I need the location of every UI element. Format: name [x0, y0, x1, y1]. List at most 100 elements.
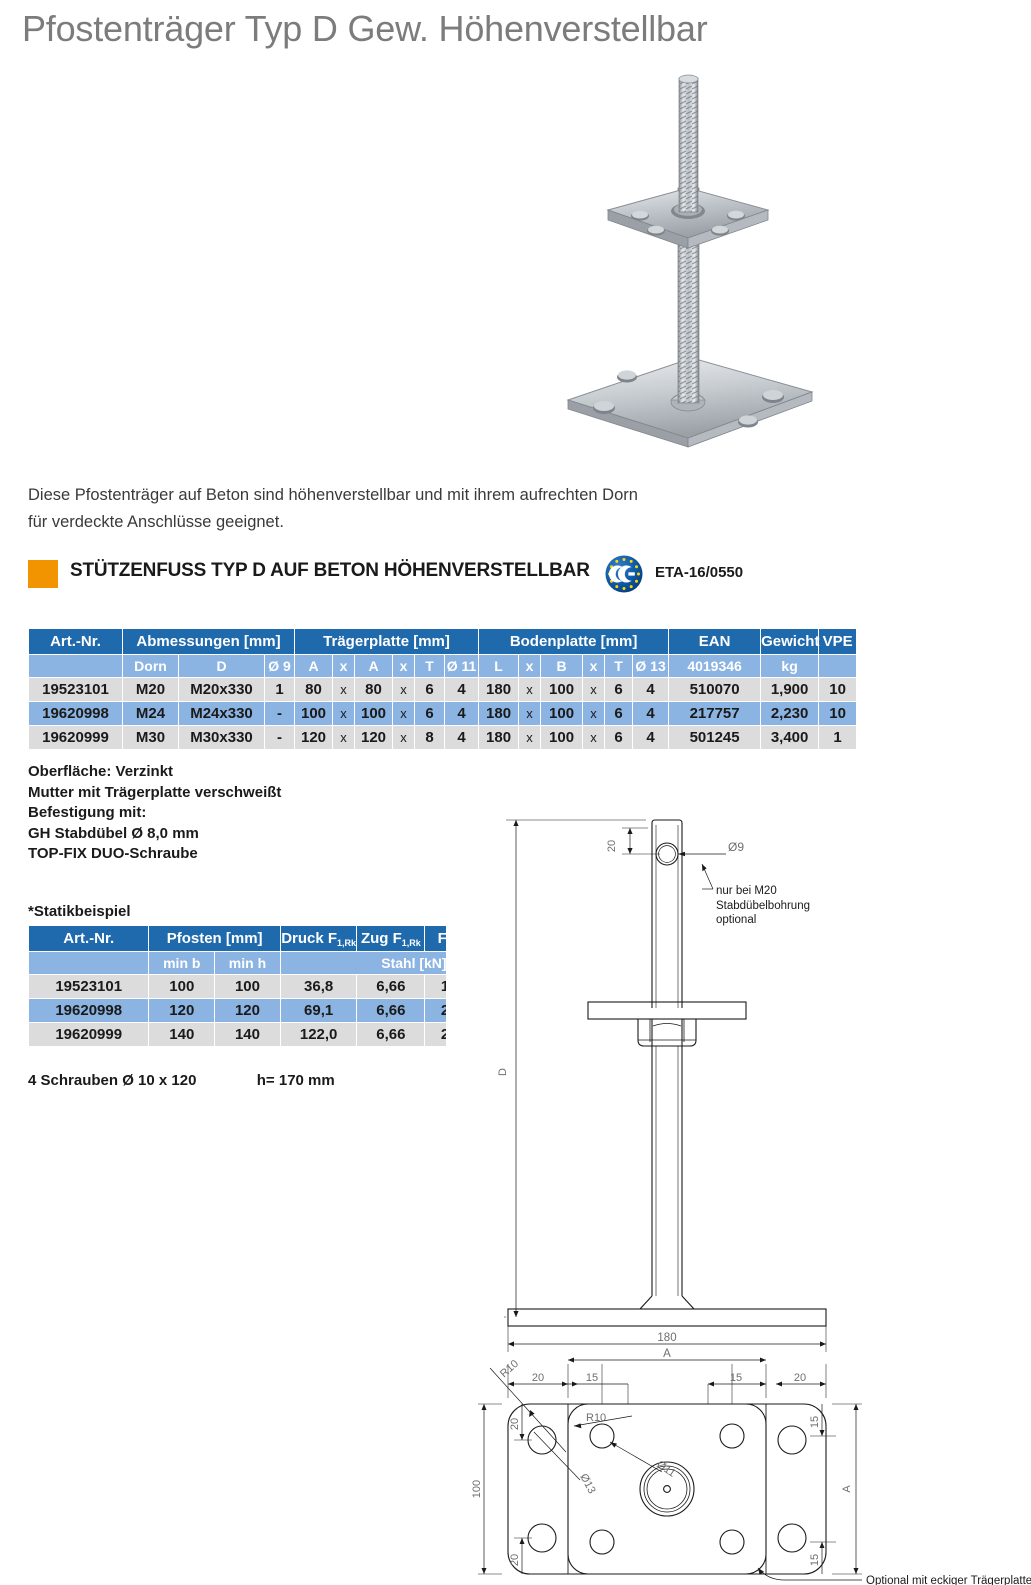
statik-cell-r2-c4: 6,66	[356, 1022, 426, 1047]
main-cell-r1-c6: 100	[354, 701, 394, 726]
dim-r10-inner: R10	[586, 1412, 606, 1424]
main-cell-r1-c14: 6	[604, 701, 634, 726]
main-cell-r1-c11: x	[518, 701, 542, 726]
technical-drawing: 20 Ø9 D 180 A 20 15 15 20 R10 R10 100 20…	[470, 812, 1031, 1585]
statik-sub-header-row: min b min h Stahl [kN]	[28, 951, 446, 975]
statik-cell-r1-c0: 19620998	[28, 998, 150, 1023]
statik-cell-r2-c2: 140	[214, 1022, 281, 1047]
dim-20-top: 20	[606, 840, 618, 852]
footnote-height: h= 170 mm	[256, 1072, 335, 1089]
main-cell-r2-c17: 3,400	[760, 725, 820, 750]
main-cell-r2-c11: x	[518, 725, 542, 750]
note-m20-line1: nur bei M20	[716, 885, 777, 897]
statik-cell-r0-c4: 6,66	[356, 974, 426, 999]
main-cell-r2-c10: 180	[478, 725, 520, 750]
main-cell-r2-c2: M30x330	[178, 725, 265, 750]
main-cell-r2-c0: 19620999	[28, 725, 123, 750]
main-cell-r0-c18: 10	[818, 677, 858, 702]
statik-subcol-2: min h	[214, 951, 281, 975]
dim-15-right: 15	[730, 1372, 742, 1384]
statik-col-group-4: F2/3,Rk	[424, 925, 446, 952]
statik-cell-r1-c5: 2,34	[424, 998, 446, 1023]
statik-cell-r1-c4: 6,66	[356, 998, 426, 1023]
statik-col-group-3: Zug F1,Rk	[356, 925, 426, 952]
main-subcol-2: D	[178, 654, 265, 678]
main-cell-r2-c5: x	[332, 725, 356, 750]
main-cell-r1-c13: x	[582, 701, 606, 726]
note-dowel: GH Stabdübel Ø 8,0 mm	[28, 824, 199, 842]
main-subcol-6: A	[354, 654, 394, 678]
main-cell-r1-c12: 100	[540, 701, 584, 726]
note-optional-square-plate: Optional mit eckiger Trägerplatte	[866, 1575, 1031, 1585]
statik-col-group-1: Pfosten [mm]	[148, 925, 281, 952]
note-m20-line3: optional	[716, 914, 756, 926]
statik-cell-r0-c1: 100	[148, 974, 216, 999]
main-cell-r0-c5: x	[332, 677, 356, 702]
main-subcol-17: kg	[760, 654, 820, 678]
statik-col-group-0: Art.-Nr.	[28, 925, 150, 952]
statik-cell-r2-c0: 19620999	[28, 1022, 150, 1047]
main-cell-r2-c13: x	[582, 725, 606, 750]
main-col-group-6: VPE	[818, 628, 858, 655]
note-m20-line2: Stabdübelbohrung	[716, 900, 810, 912]
main-cell-r0-c15: 4	[632, 677, 670, 702]
main-cell-r0-c2: M20x330	[178, 677, 265, 702]
table-row: 19620998 M24 M24x330-100 x 100 x 6 4 180 x 100 x 6 4 2…	[28, 701, 858, 726]
dim-20-left: 20	[532, 1372, 544, 1384]
main-cell-r2-c7: x	[392, 725, 416, 750]
dim-20-lower: 20	[509, 1554, 521, 1566]
main-cell-r1-c15: 4	[632, 701, 670, 726]
main-cell-r2-c3: -	[263, 725, 296, 750]
main-cell-r2-c12: 100	[540, 725, 584, 750]
main-subcol-0	[28, 654, 123, 678]
ce-marking-icon	[600, 550, 648, 603]
intro-paragraph: Diese Pfostenträger auf Beton sind höhen…	[28, 482, 728, 536]
main-cell-r1-c10: 180	[478, 701, 520, 726]
main-cell-r2-c16: 501245	[668, 725, 762, 750]
main-cell-r1-c0: 19620998	[28, 701, 123, 726]
main-col-group-1: Abmessungen [mm]	[121, 628, 296, 655]
main-subcol-1: Dorn	[122, 654, 179, 678]
main-subcol-15: Ø 13	[632, 654, 670, 678]
note-surface: Oberfläche: Verzinkt	[28, 763, 174, 780]
section-title: STÜTZENFUSS TYP D AUF BETON HÖHENVERSTEL…	[70, 560, 590, 581]
main-col-group-4: EAN	[668, 628, 762, 655]
main-cell-r1-c1: M24	[122, 701, 179, 726]
note-screw: TOP-FIX DUO-Schraube	[28, 845, 198, 862]
main-cell-r0-c10: 180	[478, 677, 520, 702]
dim-r10-outer: R10	[498, 1358, 521, 1380]
main-cell-r0-c4: 80	[294, 677, 334, 702]
main-subcol-18	[818, 654, 858, 678]
main-cell-r0-c9: 4	[444, 677, 480, 702]
main-cell-r0-c1: M20	[122, 677, 179, 702]
main-cell-r0-c7: x	[392, 677, 416, 702]
main-subcol-12: B	[540, 654, 584, 678]
main-cell-r1-c3: -	[263, 701, 296, 726]
dim-180: 180	[657, 1332, 676, 1344]
main-subcol-5: x	[332, 654, 356, 678]
main-cell-r2-c15: 4	[632, 725, 670, 750]
main-subcol-4: A	[294, 654, 334, 678]
dim-100: 100	[471, 1480, 483, 1498]
section-heading: STÜTZENFUSS TYP D AUF BETON HÖHENVERSTEL…	[28, 555, 808, 594]
main-col-group-5: Gewicht	[760, 628, 819, 655]
orange-swatch	[28, 560, 58, 588]
main-subcol-3: Ø 9	[263, 654, 296, 678]
table-row: 19620999 M30 M30x330-120 x 120 x 8 4 180 x 100 x 6 4 5…	[28, 725, 858, 750]
main-cell-r0-c14: 6	[604, 677, 634, 702]
dim-20-right: 20	[794, 1372, 806, 1384]
main-cell-r1-c7: x	[392, 701, 416, 726]
dim-15-left: 15	[586, 1372, 598, 1384]
statik-table-clipped-viewport: Art.-Nr. Pfosten [mm] Druck F1,Rk Zug F1,Rk…	[28, 925, 446, 1065]
dim-15-upper: 15	[809, 1416, 821, 1428]
statik-cell-r2-c5: 2,61	[424, 1022, 446, 1047]
main-subcol-9: Ø 11	[444, 654, 480, 678]
statik-cell-r2-c3: 122,0	[279, 1022, 358, 1047]
main-cell-r2-c6: 120	[354, 725, 394, 750]
statik-subcol-0	[28, 951, 150, 975]
statik-cell-r2-c1: 140	[148, 1022, 216, 1047]
main-cell-r2-c14: 6	[604, 725, 634, 750]
